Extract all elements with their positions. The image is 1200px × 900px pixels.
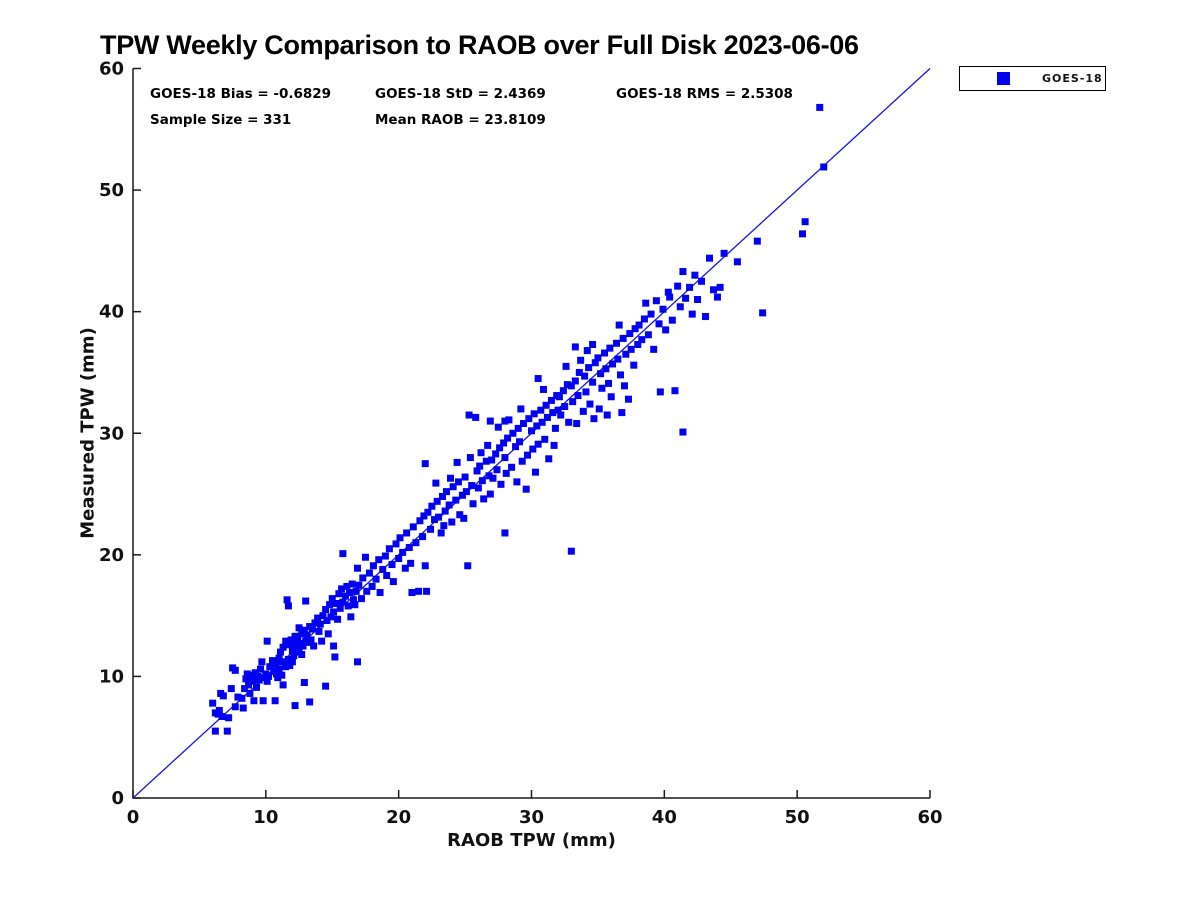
stat-rms: GOES-18 RMS = 2.5308	[616, 86, 793, 102]
svg-text:30: 30	[99, 423, 124, 444]
scatter-points-goes-18	[209, 103, 828, 735]
svg-text:50: 50	[785, 807, 810, 828]
svg-text:50: 50	[99, 180, 124, 201]
stat-mean-raob: Mean RAOB = 23.8109	[375, 112, 546, 128]
legend: GOES-18	[959, 66, 1106, 91]
svg-text:20: 20	[386, 807, 411, 828]
svg-text:20: 20	[99, 545, 124, 566]
svg-text:0: 0	[111, 788, 124, 809]
chart-title: TPW Weekly Comparison to RAOB over Full …	[100, 30, 859, 60]
tick-labels: 0 10 20 30 40 50 60 0 10 20 30 40 50 60	[99, 59, 943, 829]
stat-bias: GOES-18 Bias = -0.6829	[150, 86, 332, 102]
x-axis-label: RAOB TPW (mm)	[447, 830, 616, 851]
svg-text:0: 0	[127, 807, 140, 828]
svg-text:30: 30	[519, 807, 544, 828]
svg-text:40: 40	[652, 807, 677, 828]
legend-marker-square-icon	[997, 72, 1010, 85]
stat-std: GOES-18 StD = 2.4369	[375, 86, 546, 102]
svg-text:60: 60	[99, 59, 124, 80]
y-axis-label: Measured TPW (mm)	[77, 327, 99, 539]
stat-sample-size: Sample Size = 331	[150, 112, 292, 128]
svg-text:10: 10	[253, 807, 278, 828]
svg-text:60: 60	[917, 807, 942, 828]
svg-text:40: 40	[99, 302, 124, 323]
legend-label: GOES-18	[1042, 72, 1103, 85]
svg-text:10: 10	[99, 666, 124, 687]
